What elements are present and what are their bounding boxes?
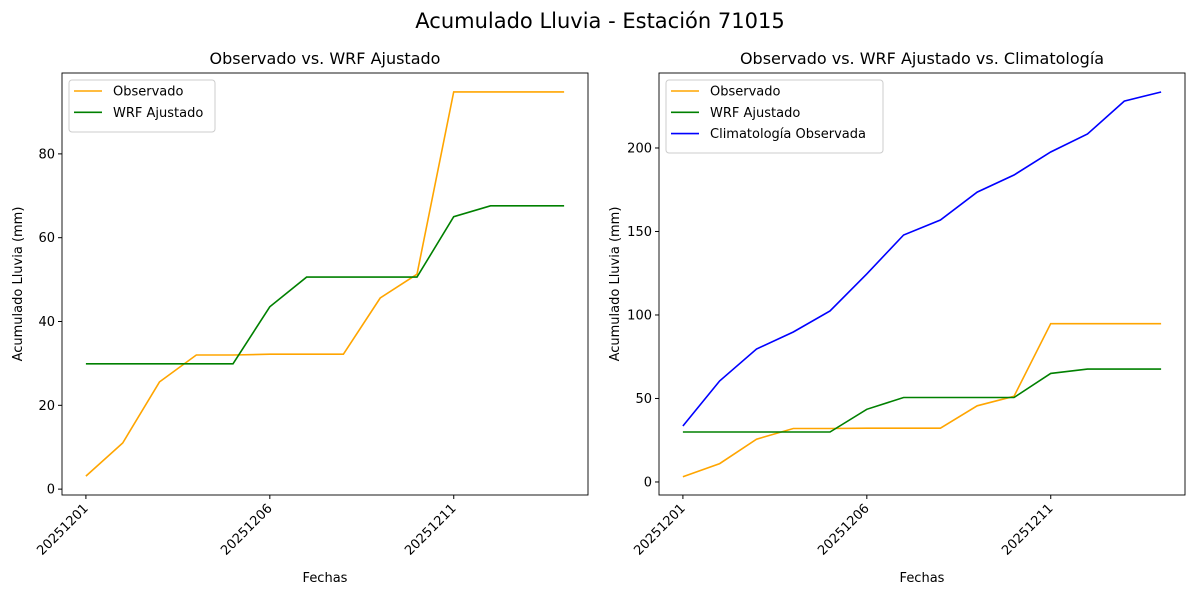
y-axis-label: Acumulado Lluvia (mm) [608, 207, 623, 362]
x-tick-label: 20251211 [999, 501, 1056, 558]
axes-frame [61, 72, 589, 496]
x-tick-label: 20251206 [218, 501, 275, 558]
legend-box [665, 79, 884, 154]
legend-label: WRF Ajustado [710, 106, 800, 121]
series-line-wrf-ajustado [85, 205, 565, 365]
subplot-title: Observado vs. WRF Ajustado vs. Climatolo… [740, 49, 1104, 68]
legend-box [68, 79, 216, 133]
series-line-wrf-ajustado [682, 368, 1162, 433]
legend-label: Observado [113, 85, 184, 100]
axes-frame [658, 72, 1186, 496]
y-tick-label: 50 [635, 392, 652, 407]
figure-title: Acumulado Lluvia - Estación 71015 [415, 9, 784, 33]
series-line-observado [682, 322, 1162, 478]
y-tick-label: 100 [627, 308, 652, 323]
y-axis-label: Acumulado Lluvia (mm) [11, 207, 26, 362]
x-tick-label: 20251201 [34, 501, 91, 558]
legend: Observado WRF Ajustado [68, 79, 216, 133]
y-tick-label: 80 [38, 147, 55, 162]
x-axis-label: Fechas [900, 571, 945, 586]
y-tick-label: 60 [38, 231, 55, 246]
series-line-climatología-observada [682, 91, 1162, 427]
x-tick-label: 20251206 [815, 501, 872, 558]
y-tick-label: 40 [38, 315, 55, 330]
y-tick-label: 0 [47, 483, 55, 498]
legend-label: WRF Ajustado [113, 106, 203, 121]
x-tick-label: 20251211 [402, 501, 459, 558]
legend-label: Observado [710, 85, 781, 100]
y-tick-label: 150 [627, 225, 652, 240]
series-line-observado [85, 91, 565, 477]
subplot-title: Observado vs. WRF Ajustado [210, 49, 441, 68]
y-tick-label: 0 [644, 475, 652, 490]
x-tick-label: 20251201 [631, 501, 688, 558]
legend-label: Climatología Observada [710, 127, 866, 142]
legend: Observado WRF Ajustado Climatología Observ… [665, 79, 884, 154]
subplot-2: Observado vs. WRF Ajustado vs. Climatolo… [608, 49, 1186, 586]
subplot-1: Observado vs. WRF Ajustado 0 20 40 60 80 20251… [11, 49, 589, 586]
x-axis-label: Fechas [303, 571, 348, 586]
y-tick-label: 200 [627, 141, 652, 156]
y-tick-label: 20 [38, 399, 55, 414]
